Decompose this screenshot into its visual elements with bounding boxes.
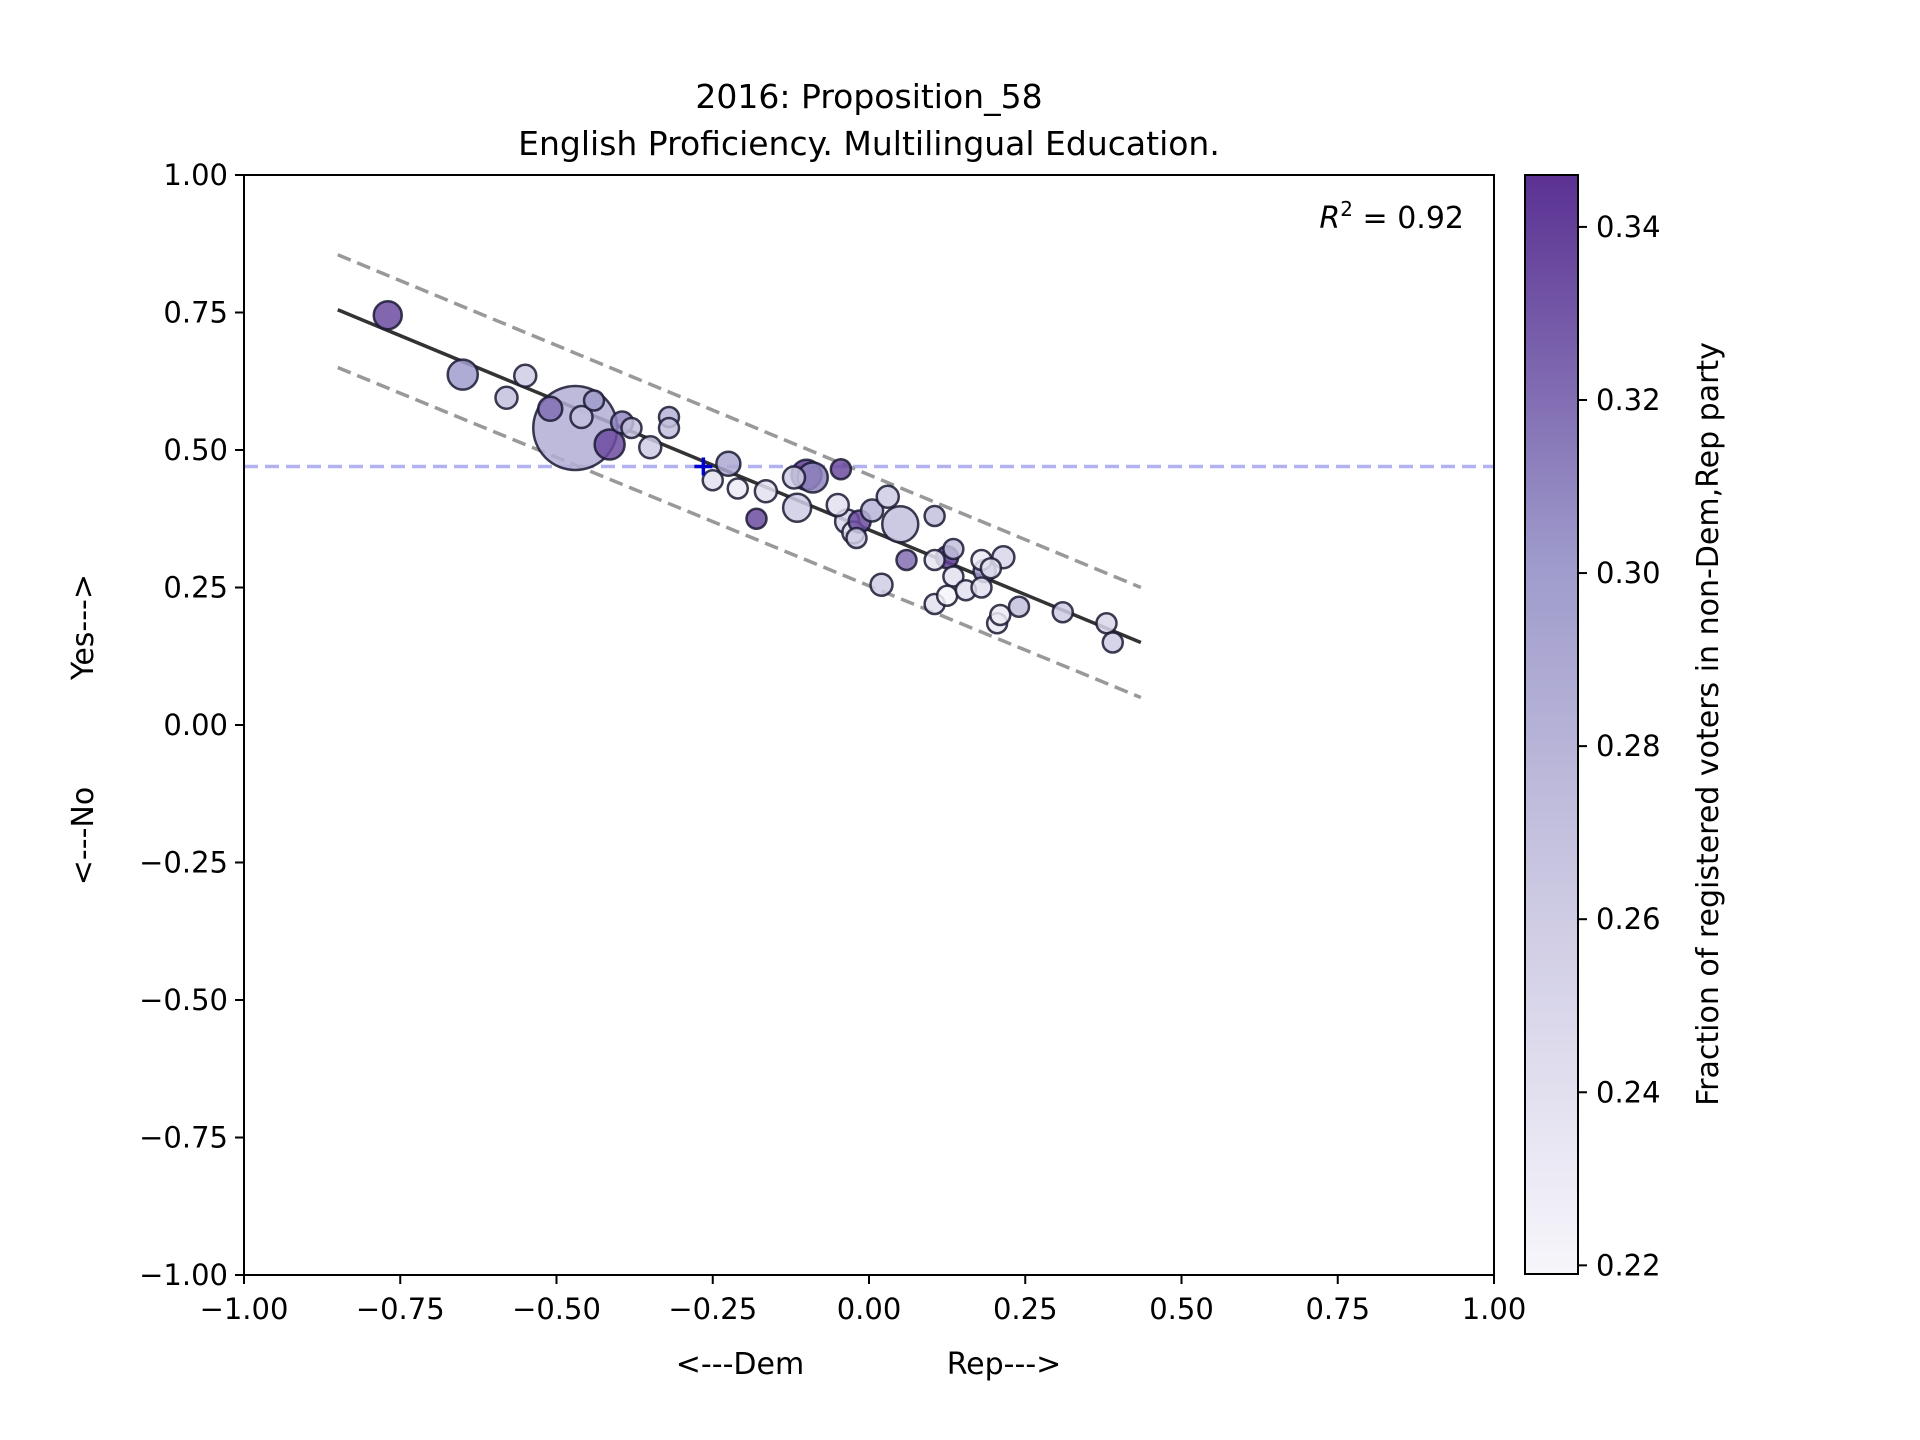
reference-marker-layer	[694, 457, 713, 476]
data-point	[869, 572, 894, 597]
data-point	[859, 498, 885, 523]
data-point	[620, 416, 643, 440]
y-tick-label: −0.50	[139, 983, 228, 1017]
data-point	[979, 557, 1003, 580]
colorbar-tick-label: 0.26	[1596, 902, 1661, 936]
chart-title: 2016: Proposition_58	[695, 77, 1042, 116]
x-tick-label: 0.25	[993, 1292, 1058, 1326]
data-point	[781, 465, 807, 490]
x-axis-label-left: <---Dem	[676, 1347, 804, 1382]
colorbar-ticks: 0.22 0.24 0.26 0.28 0.30 0.32 0.34	[1578, 210, 1661, 1282]
data-point	[1101, 631, 1124, 654]
data-point	[446, 358, 479, 391]
y-tick-label: 0.00	[163, 708, 228, 742]
colorbar-tick-label: 0.28	[1596, 729, 1661, 763]
data-point	[781, 492, 813, 523]
x-tick-label: −0.75	[356, 1292, 445, 1326]
y-tick-label: 0.75	[163, 296, 228, 330]
x-axis-ticks: −1.00 −0.75 −0.50 −0.25 0.00 0.25 0.50 0.75 1.00	[200, 1275, 1527, 1326]
x-tick-label: 0.75	[1305, 1292, 1370, 1326]
reference-marker	[694, 457, 713, 476]
colorbar-label: Fraction of registered voters in non-Dem…	[1691, 342, 1726, 1106]
colorbar	[1524, 174, 1579, 1275]
data-point	[569, 404, 594, 430]
y-tick-label: −0.25	[139, 846, 228, 880]
data-point	[701, 469, 724, 492]
data-point	[1051, 601, 1074, 624]
x-tick-label: 0.50	[1149, 1292, 1214, 1326]
data-point	[989, 603, 1012, 627]
data-point	[582, 389, 606, 412]
data-point	[845, 526, 868, 550]
data-point	[970, 576, 993, 599]
data-points	[372, 300, 1124, 654]
chart-subtitle: English Proficiency. Multilingual Educat…	[518, 124, 1220, 163]
plot-lines	[244, 253, 1494, 700]
colorbar-tick-label: 0.34	[1596, 210, 1661, 244]
y-tick-label: −1.00	[139, 1258, 228, 1292]
data-point	[875, 484, 900, 509]
x-tick-label: 1.00	[1462, 1292, 1527, 1326]
data-point	[726, 477, 749, 500]
data-point	[895, 548, 918, 572]
data-point	[1007, 595, 1031, 618]
x-tick-label: −0.50	[512, 1292, 601, 1326]
data-point	[753, 479, 779, 504]
data-point	[935, 584, 959, 607]
data-point	[513, 363, 538, 388]
x-tick-label: −0.25	[668, 1292, 757, 1326]
band-lower-line	[337, 365, 1142, 700]
data-point	[881, 505, 920, 544]
data-point	[923, 504, 946, 528]
data-point	[657, 416, 681, 440]
data-point	[942, 537, 965, 561]
y-tick-label: 0.25	[163, 571, 228, 605]
colorbar-tick-label: 0.24	[1596, 1075, 1661, 1109]
data-point	[1095, 612, 1118, 635]
data-point	[372, 300, 403, 331]
y-tick-label: 1.00	[163, 158, 228, 192]
y-axis-label-top: Yes--->	[66, 574, 101, 681]
data-point	[923, 548, 946, 572]
y-tick-label: 0.50	[163, 433, 228, 467]
colorbar-tick-label: 0.22	[1596, 1248, 1661, 1282]
data-point	[537, 395, 564, 422]
x-tick-label: 0.00	[837, 1292, 902, 1326]
plot-frame	[243, 174, 1495, 1276]
x-axis-label-right: Rep--->	[947, 1347, 1062, 1382]
colorbar-tick-label: 0.30	[1596, 556, 1661, 590]
data-point	[494, 385, 519, 410]
colorbar-tick-label: 0.32	[1596, 383, 1661, 417]
data-point	[745, 507, 768, 530]
y-tick-label: −0.75	[139, 1121, 228, 1155]
x-tick-label: −1.00	[200, 1292, 289, 1326]
band-upper-line	[337, 253, 1142, 590]
r-squared-annotation: R2 = 0.92	[1319, 197, 1464, 236]
y-axis-label-bottom: <---No	[66, 787, 101, 885]
data-point	[715, 450, 742, 477]
y-axis-ticks: −1.00 −0.75 −0.50 −0.25 0.00 0.25 0.50 0.75 1.00	[139, 158, 244, 1292]
data-point	[593, 428, 626, 461]
data-point	[638, 435, 663, 460]
data-point	[829, 458, 853, 481]
data-point	[825, 492, 850, 518]
